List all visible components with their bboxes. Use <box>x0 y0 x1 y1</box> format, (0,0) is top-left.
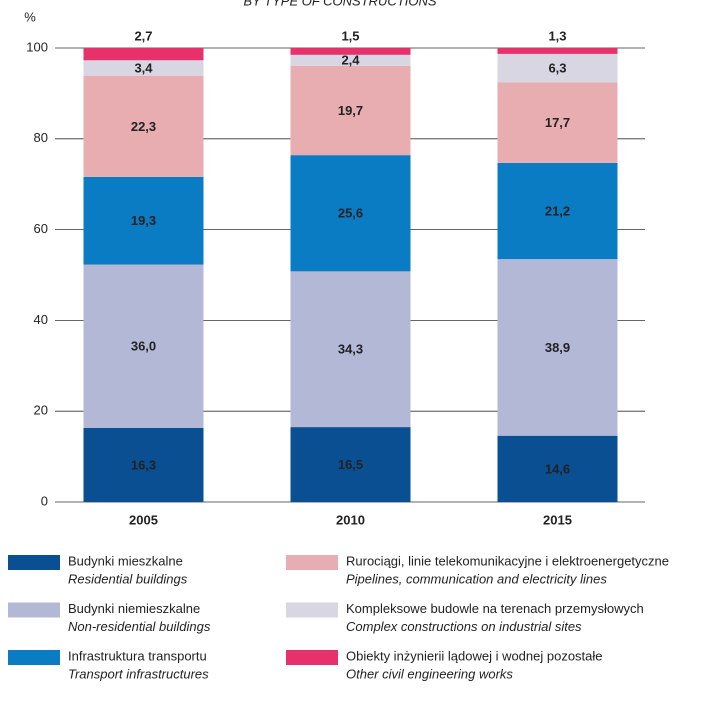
legend-label: Budynki niemieszkalne <box>68 601 200 616</box>
x-tick-label: 2015 <box>543 512 572 527</box>
legend-swatch <box>286 650 338 665</box>
data-label: 38,9 <box>545 340 570 355</box>
data-label: 6,3 <box>548 61 566 76</box>
bar-segment <box>290 48 411 55</box>
data-label: 14,6 <box>545 461 570 476</box>
chart-subtitle: BY TYPE OF CONSTRUCTIONS <box>243 0 436 8</box>
legend-swatch <box>286 602 338 618</box>
y-tick-label: 40 <box>34 312 48 327</box>
bar-segment <box>83 176 204 265</box>
data-label: 22,3 <box>131 119 156 134</box>
data-label: 17,7 <box>545 115 570 130</box>
y-tick-label: 80 <box>34 130 48 145</box>
bar-segment <box>497 53 618 83</box>
y-tick-label: 60 <box>34 221 48 236</box>
data-label: 19,7 <box>338 103 363 118</box>
bar-segment <box>83 264 204 428</box>
bar-segment <box>290 155 411 272</box>
legend-swatch <box>8 555 60 570</box>
legend-label-en: Complex constructions on industrial site… <box>346 619 582 634</box>
legend-label-en: Residential buildings <box>68 571 188 586</box>
data-label: 2,4 <box>341 53 360 68</box>
y-axis-label: % <box>24 9 36 24</box>
data-label: 21,2 <box>545 203 570 218</box>
bar-segment <box>290 54 411 66</box>
legend-label: Kompleksowe budowle na terenach przemysł… <box>346 601 644 616</box>
x-tick-label: 2005 <box>129 512 158 527</box>
legend-label: Rurociągi, linie telekomunikacyjne i ele… <box>346 553 669 568</box>
legend-label-en: Pipelines, communication and electricity… <box>346 571 607 586</box>
data-label: 1,3 <box>548 28 566 43</box>
data-label: 16,3 <box>131 457 156 472</box>
data-label: 25,6 <box>338 206 363 221</box>
bar-segment <box>497 82 618 163</box>
data-label: 1,5 <box>341 28 359 43</box>
bar-segment <box>290 427 411 502</box>
legend-label: Obiekty inżynierii lądowej i wodnej pozo… <box>346 648 603 663</box>
y-tick-label: 0 <box>41 493 48 508</box>
y-tick-label: 100 <box>26 39 48 54</box>
bar-segment <box>83 60 204 76</box>
legend-swatch <box>8 602 60 618</box>
bar-segment <box>290 271 411 428</box>
data-label: 3,4 <box>134 60 153 75</box>
y-tick-label: 20 <box>34 403 48 418</box>
legend-label-en: Transport infrastructures <box>68 666 209 681</box>
legend-swatch <box>286 555 338 570</box>
data-label: 36,0 <box>131 339 156 354</box>
legend-label: Budynki mieszkalne <box>68 553 183 568</box>
data-label: 16,5 <box>338 457 363 472</box>
bar-segment <box>497 162 618 260</box>
bar-segment <box>83 427 204 502</box>
legend-label: Infrastruktura transportu <box>68 648 207 663</box>
bar-segment <box>83 48 204 61</box>
legend-label-en: Non-residential buildings <box>68 619 211 634</box>
bar-segment <box>497 259 618 436</box>
bar-segment <box>497 435 618 502</box>
bar-segment <box>497 48 618 54</box>
bar-segment <box>83 75 204 177</box>
data-label: 34,3 <box>338 342 363 357</box>
bar-segment <box>290 65 411 156</box>
legend-swatch <box>8 650 60 665</box>
legend-label-en: Other civil engineering works <box>346 666 513 681</box>
data-label: 2,7 <box>134 28 152 43</box>
x-tick-label: 2010 <box>336 512 365 527</box>
data-label: 19,3 <box>131 213 156 228</box>
